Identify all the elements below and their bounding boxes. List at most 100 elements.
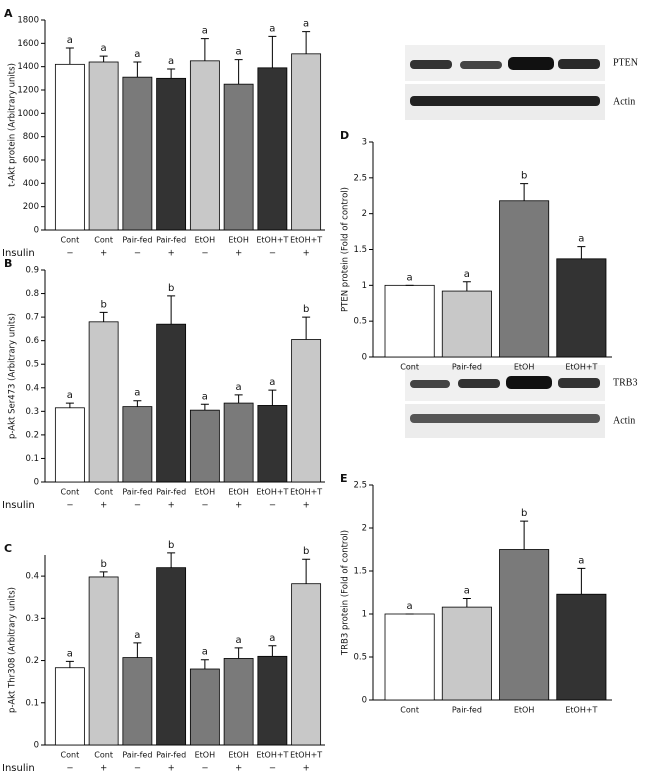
y-tick-label: 0: [34, 478, 39, 488]
significance-label: a: [168, 56, 174, 67]
bar: [189, 409, 220, 483]
y-tick-label: 0.3: [25, 614, 39, 624]
blot-label: Actin: [613, 415, 635, 426]
error-bar: [133, 400, 142, 407]
error-bar: [65, 660, 74, 668]
y-tick-label: 0.5: [353, 653, 367, 663]
bar: [257, 655, 288, 746]
y-tick-label: 2.5: [353, 481, 367, 491]
x-tick-label: Pair-fed: [452, 706, 482, 715]
band: [410, 380, 450, 388]
blot-label: Actin: [613, 96, 635, 107]
error-bar: [302, 31, 311, 54]
significance-label: b: [521, 171, 527, 182]
y-tick-label: 0.3: [25, 407, 39, 417]
x-tick-label: Pair-fed: [122, 751, 152, 760]
insulin-sign: −: [66, 249, 73, 259]
y-tick-label: 0.4: [25, 383, 39, 393]
insulin-sign: +: [235, 764, 242, 772]
x-tick-label: EtOH+T: [256, 488, 288, 497]
band: [458, 379, 500, 388]
significance-label: a: [134, 49, 140, 60]
error-bar: [167, 552, 176, 568]
error-bar: [200, 659, 209, 669]
band: [410, 414, 600, 423]
y-tick-label: 1600: [17, 39, 39, 49]
bar: [257, 405, 288, 483]
error-bar: [268, 645, 277, 657]
x-tick-label: Cont: [61, 488, 80, 497]
error-bar: [302, 316, 311, 340]
error-bar: [234, 59, 243, 85]
y-tick-label: 2: [362, 209, 367, 219]
significance-label: b: [100, 559, 106, 570]
bar: [223, 83, 254, 231]
bar: [54, 667, 85, 746]
error-bar: [577, 246, 586, 259]
y-axis-label: t-Akt protein (Arbitrary units): [8, 63, 18, 187]
significance-label: a: [407, 272, 413, 283]
bar: [291, 583, 322, 746]
significance-label: a: [236, 382, 242, 393]
y-tick-label: 600: [23, 156, 39, 166]
x-tick-label: Pair-fed: [156, 751, 186, 760]
x-tick-label: Cont: [94, 488, 113, 497]
bar: [556, 258, 607, 358]
bar: [257, 67, 288, 231]
y-tick-label: 0.5: [353, 317, 367, 327]
x-tick-label: Cont: [61, 751, 80, 760]
insulin-sign: +: [168, 764, 175, 772]
insulin-sign: +: [100, 764, 107, 772]
insulin-sign: +: [303, 764, 310, 772]
x-tick-label: Cont: [94, 236, 113, 245]
x-tick-label: EtOH: [195, 488, 216, 497]
significance-label: a: [578, 234, 584, 245]
y-tick-label: 0: [362, 353, 367, 363]
x-tick-label: EtOH+T: [290, 488, 322, 497]
error-bar: [268, 35, 277, 68]
insulin-sign: −: [134, 764, 141, 772]
significance-label: a: [407, 601, 413, 612]
significance-label: b: [521, 508, 527, 519]
x-tick-label: Cont: [94, 751, 113, 760]
insulin-sign: −: [269, 249, 276, 259]
x-tick-label: EtOH: [195, 751, 216, 760]
significance-label: a: [269, 633, 275, 644]
x-tick-label: EtOH+T: [290, 751, 322, 760]
significance-label: a: [101, 43, 107, 54]
band: [460, 61, 502, 69]
bar: [223, 402, 254, 483]
error-bar: [65, 402, 74, 408]
significance-label: a: [67, 648, 73, 659]
y-tick-label: 200: [23, 202, 39, 212]
significance-label: a: [202, 391, 208, 402]
x-tick-label: EtOH: [228, 751, 249, 760]
significance-label: a: [578, 555, 584, 566]
error-bar: [167, 68, 176, 79]
error-bar: [520, 520, 529, 550]
error-bar: [133, 642, 142, 658]
bar: [88, 61, 119, 231]
bar: [54, 407, 85, 483]
insulin-sign: −: [269, 501, 276, 511]
error-bar: [462, 598, 471, 608]
significance-label: a: [202, 26, 208, 37]
bar: [156, 567, 187, 746]
y-tick-label: 2.5: [353, 173, 367, 183]
y-tick-label: 0: [362, 696, 367, 706]
y-axis-label: p-Akt Ser473 (Arbitrary units): [8, 313, 18, 439]
x-tick-label: Cont: [61, 236, 80, 245]
insulin-sign: +: [303, 501, 310, 511]
bar: [88, 321, 119, 483]
significance-label: a: [303, 19, 309, 30]
bar: [189, 668, 220, 746]
y-tick-label: 0: [34, 226, 39, 236]
panel-label: A: [4, 7, 13, 20]
x-tick-label: EtOH+T: [256, 751, 288, 760]
y-axis-label: TRB3 protein (Fold of control): [341, 530, 351, 656]
error-bar: [65, 47, 74, 65]
y-tick-label: 1: [362, 610, 367, 620]
band: [508, 57, 554, 70]
y-tick-label: 1000: [17, 109, 39, 119]
blot-label: PTEN: [613, 57, 638, 68]
